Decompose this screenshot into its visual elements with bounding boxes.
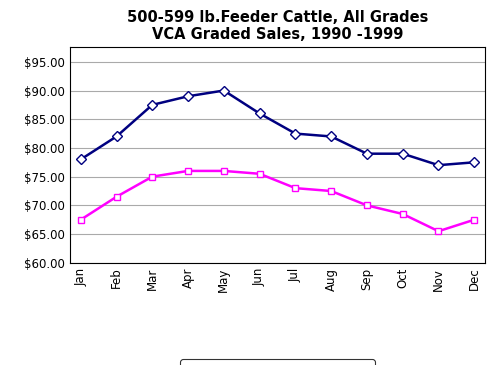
- Steers: [185, 94, 191, 99]
- Heifers: [292, 186, 298, 190]
- Heifers: [185, 169, 191, 173]
- Legend: Steers, Heifers: Steers, Heifers: [180, 360, 375, 365]
- Steers: [364, 151, 370, 156]
- Steers: [328, 134, 334, 139]
- Heifers: [400, 212, 406, 216]
- Heifers: [221, 169, 227, 173]
- Title: 500-599 lb.Feeder Cattle, All Grades
VCA Graded Sales, 1990 -1999: 500-599 lb.Feeder Cattle, All Grades VCA…: [127, 10, 428, 42]
- Heifers: [364, 203, 370, 208]
- Heifers: [256, 172, 262, 176]
- Heifers: [150, 174, 156, 179]
- Steers: [114, 134, 119, 139]
- Steers: [436, 163, 442, 168]
- Steers: [150, 103, 156, 107]
- Heifers: [436, 229, 442, 233]
- Line: Heifers: Heifers: [78, 168, 477, 235]
- Heifers: [328, 189, 334, 193]
- Steers: [78, 157, 84, 162]
- Steers: [292, 131, 298, 136]
- Steers: [400, 151, 406, 156]
- Steers: [221, 88, 227, 93]
- Steers: [472, 160, 478, 165]
- Line: Steers: Steers: [78, 87, 477, 169]
- Steers: [256, 111, 262, 116]
- Heifers: [472, 218, 478, 222]
- Heifers: [78, 218, 84, 222]
- Heifers: [114, 195, 119, 199]
